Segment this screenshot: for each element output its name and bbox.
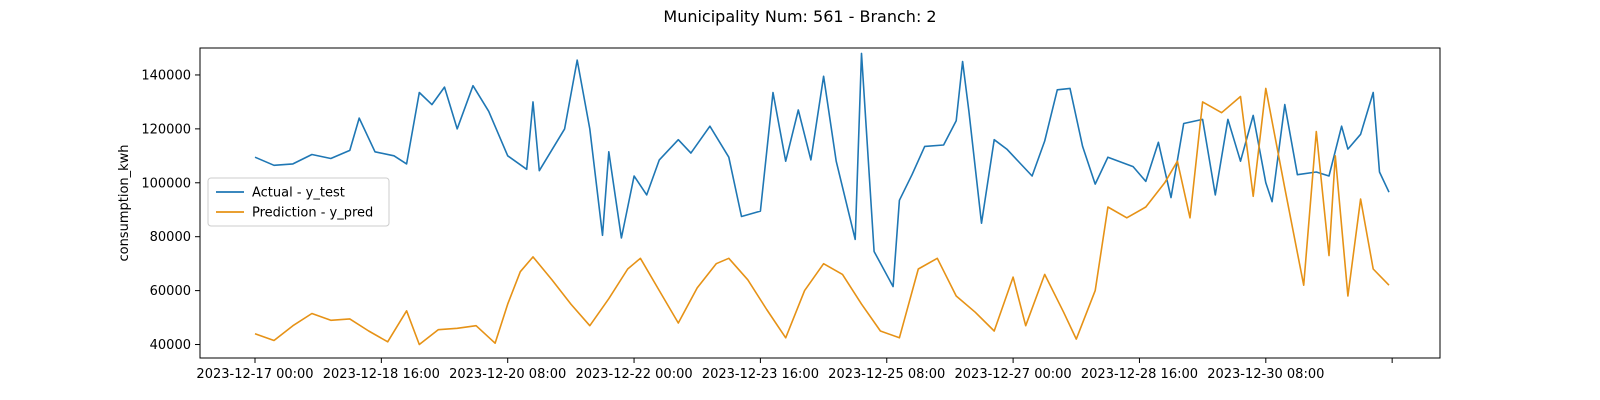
- x-tick-label: 2023-12-27 00:00: [955, 367, 1072, 382]
- legend-box: [207, 177, 390, 227]
- x-tick-label: 2023-12-17 00:00: [196, 367, 313, 382]
- legend: Actual - y_test Prediction - y_pred: [207, 177, 390, 227]
- x-tick-label: 2023-12-25 08:00: [828, 367, 945, 382]
- x-tick-label: 2023-12-28 16:00: [1081, 367, 1198, 382]
- series-layer: [254, 52, 1390, 346]
- x-tick-label: 2023-12-23 16:00: [702, 367, 819, 382]
- x-tick-label: 2023-12-22 00:00: [575, 367, 692, 382]
- y-tick-label: 40000: [150, 338, 191, 353]
- y-axis: 40000 60000 80000 100000 120000 140000: [141, 68, 200, 353]
- plot-area: [199, 47, 1441, 359]
- series-line-prediction: [254, 87, 1390, 346]
- y-axis-label: consumption_kwh: [117, 144, 132, 261]
- chart-title: Municipality Num: 561 - Branch: 2: [663, 7, 936, 26]
- y-tick-label: 120000: [141, 122, 191, 137]
- x-tick-label: 2023-12-20 08:00: [449, 367, 566, 382]
- legend-label: Actual - y_test: [252, 186, 345, 201]
- x-axis: 2023-12-17 00:00 2023-12-18 16:00 2023-12-…: [196, 358, 1393, 382]
- y-tick-label: 140000: [141, 68, 191, 83]
- series-line-actual: [254, 52, 1390, 288]
- y-tick-label: 100000: [141, 176, 191, 191]
- x-tick-label: 2023-12-30 08:00: [1207, 367, 1324, 382]
- x-tick-label: 2023-12-18 16:00: [323, 367, 440, 382]
- legend-label: Prediction - y_pred: [252, 206, 373, 221]
- y-tick-label: 60000: [150, 284, 191, 299]
- y-tick-label: 80000: [150, 230, 191, 245]
